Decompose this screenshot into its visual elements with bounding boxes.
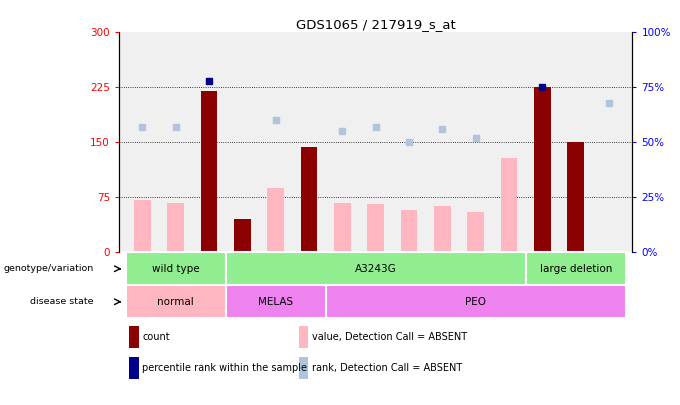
Bar (167, 203, 184, 252)
Bar (401, 210, 418, 252)
Text: percentile rank within the sample: percentile rank within the sample (142, 363, 307, 373)
Bar (129, 326, 139, 348)
Bar (134, 200, 151, 252)
Text: count: count (142, 332, 170, 342)
Text: normal: normal (157, 297, 194, 307)
Bar (299, 326, 308, 348)
Text: rank, Detection Call = ABSENT: rank, Detection Call = ABSENT (311, 363, 462, 373)
Bar (267, 188, 284, 252)
Text: genotype/variation: genotype/variation (3, 264, 93, 273)
Bar (301, 147, 318, 252)
Bar (299, 357, 308, 379)
Bar (334, 203, 351, 252)
Text: large deletion: large deletion (539, 264, 612, 274)
Bar (326, 285, 626, 318)
Text: A3243G: A3243G (355, 264, 396, 274)
Text: wild type: wild type (152, 264, 199, 274)
Bar (534, 87, 551, 252)
Bar (500, 158, 517, 252)
Bar (126, 252, 226, 285)
Text: MELAS: MELAS (258, 297, 293, 307)
Bar (567, 142, 584, 252)
Text: PEO: PEO (465, 297, 486, 307)
Text: value, Detection Call = ABSENT: value, Detection Call = ABSENT (311, 332, 466, 342)
Bar (129, 357, 139, 379)
Bar (234, 219, 251, 252)
Bar (434, 206, 451, 252)
Title: GDS1065 / 217919_s_at: GDS1065 / 217919_s_at (296, 18, 456, 31)
Bar (226, 285, 326, 318)
Bar (126, 285, 226, 318)
Bar (526, 252, 626, 285)
Bar (201, 91, 218, 252)
Text: disease state: disease state (30, 297, 93, 306)
Bar (467, 212, 484, 252)
Bar (367, 204, 384, 252)
Bar (226, 252, 526, 285)
